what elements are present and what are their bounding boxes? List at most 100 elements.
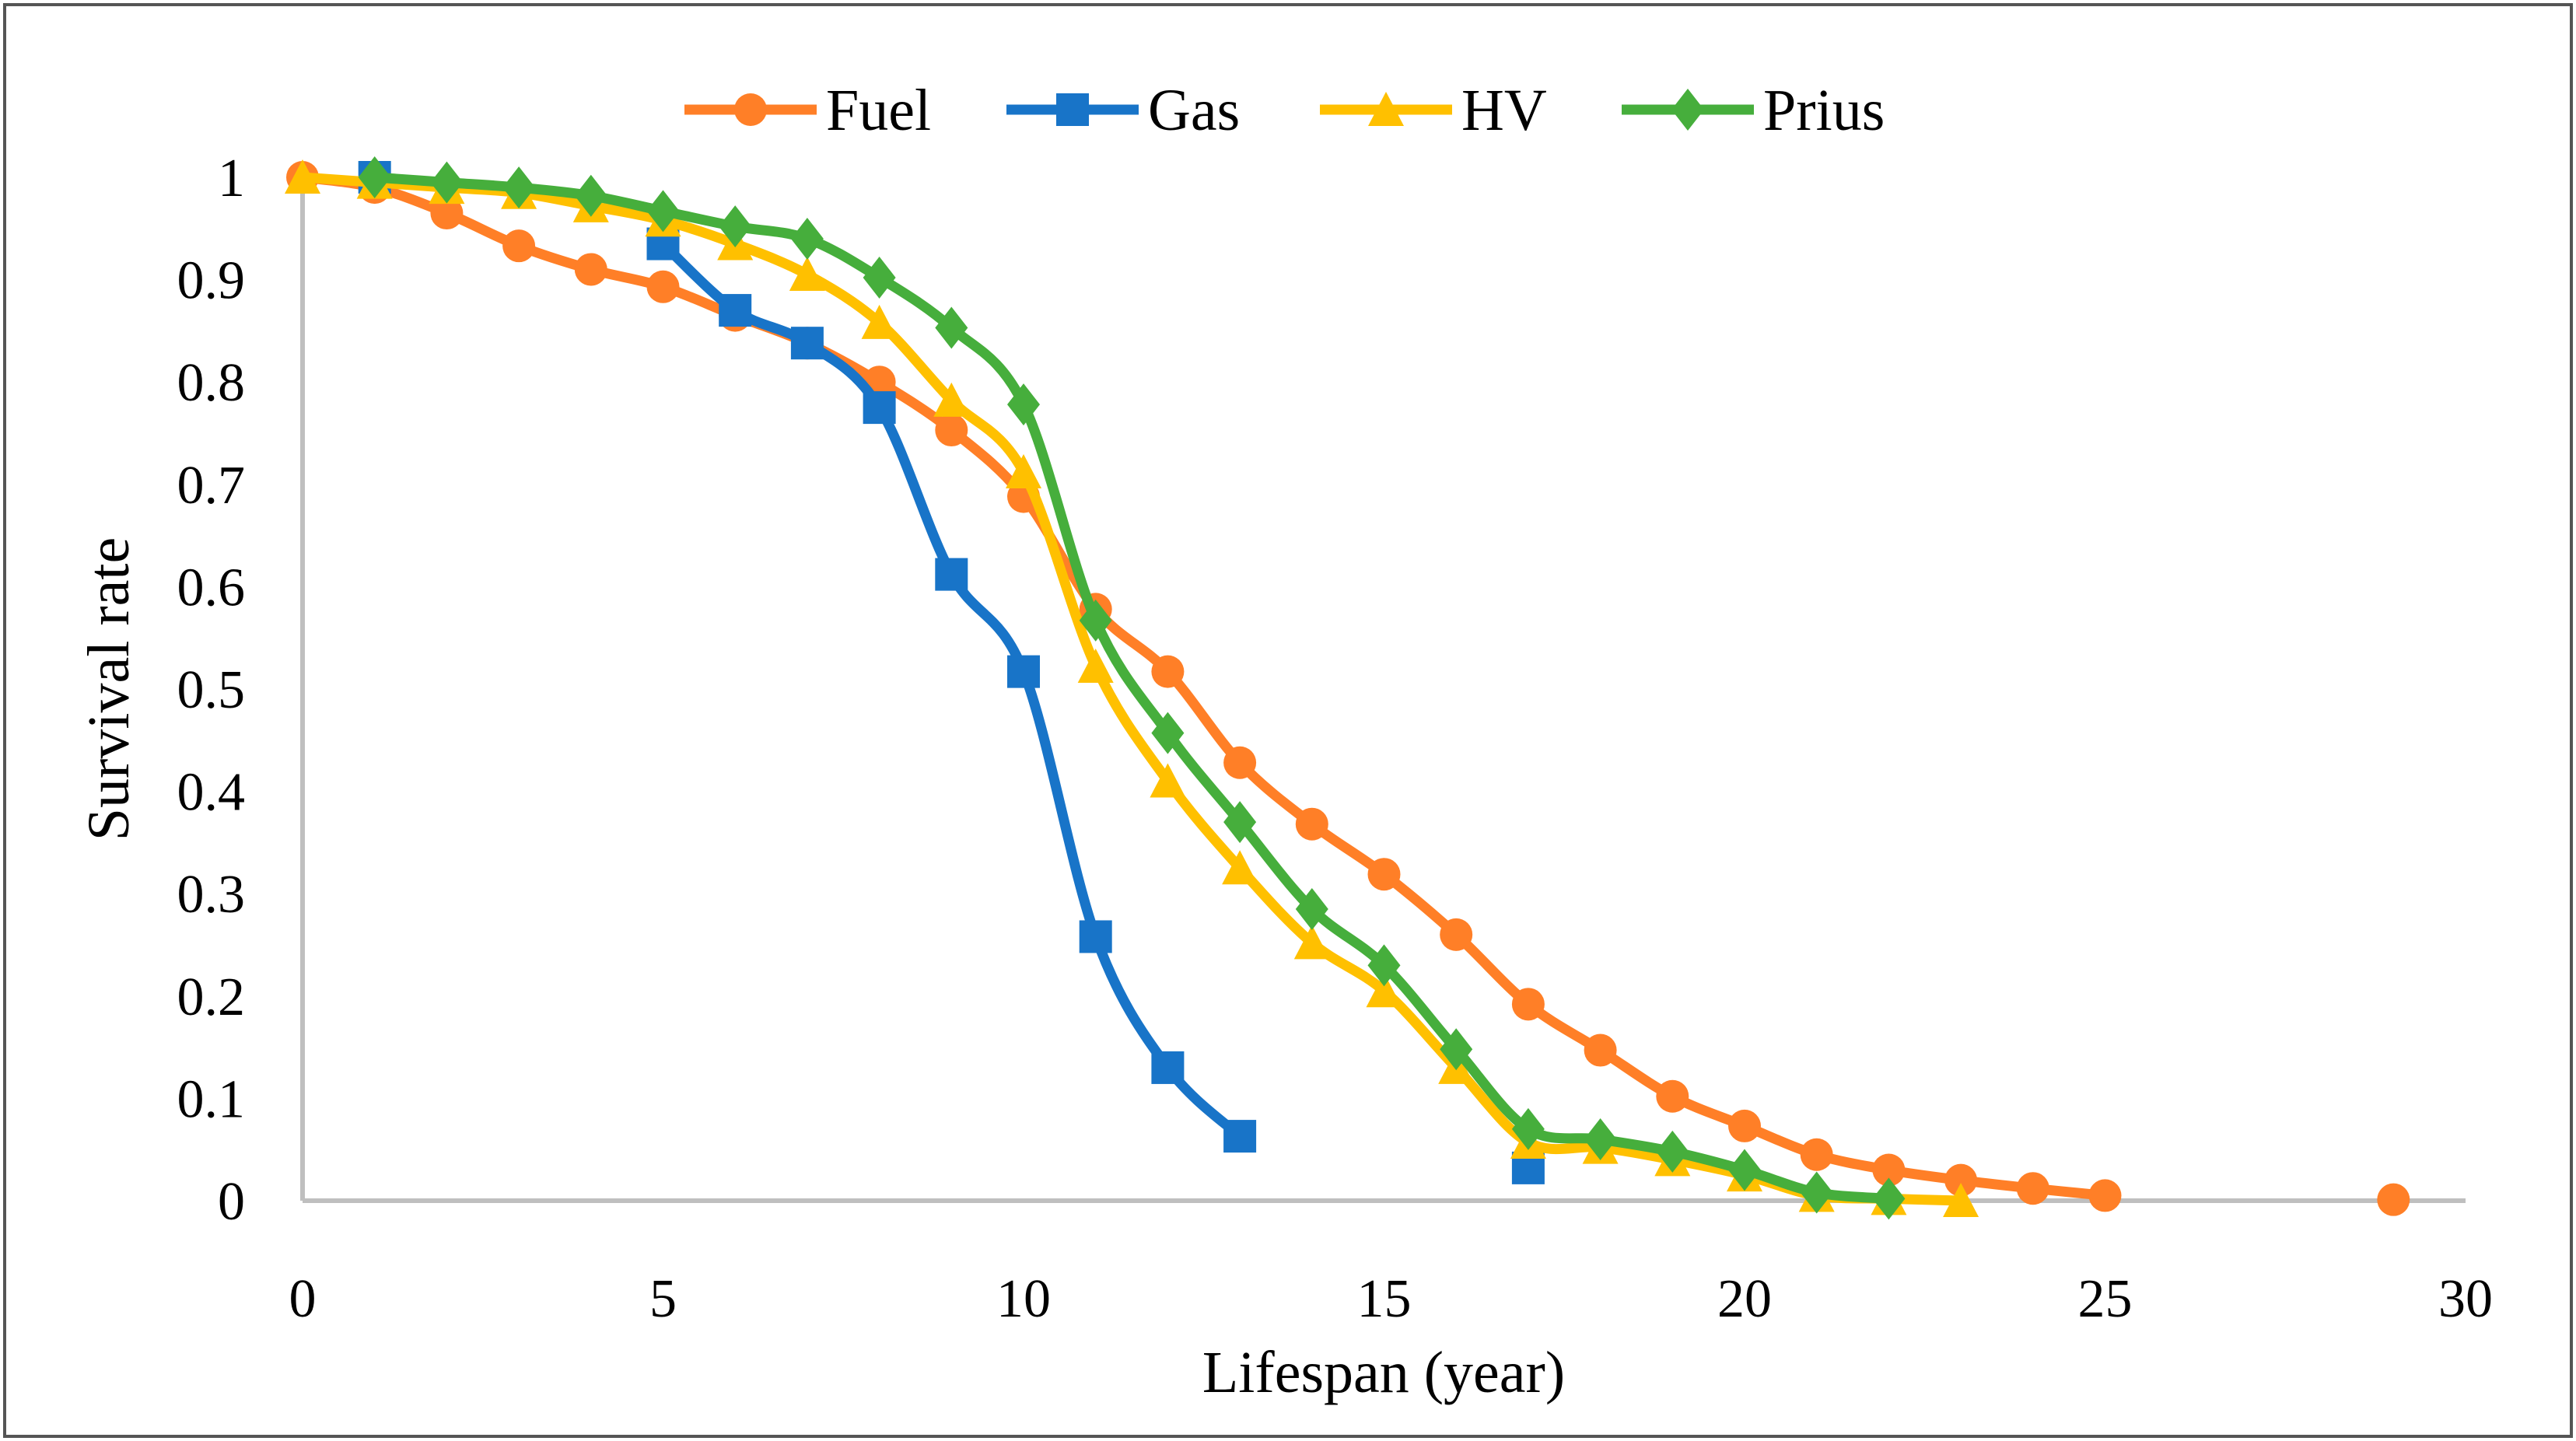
gas-point-marker [1007,655,1040,688]
prius-point-marker [1079,599,1112,642]
prius-point-marker [863,256,896,299]
prius-point-marker [1151,712,1185,754]
prius-point-marker [358,156,391,198]
gas-point-marker [1151,1051,1185,1084]
prius-point-marker [1367,944,1401,987]
fuel-point-marker [1367,858,1401,891]
legend-diamond-icon [1671,89,1704,131]
prius-point-marker [1584,1118,1617,1161]
gas-point-marker [1079,920,1112,953]
fuel-point-marker [1440,918,1473,951]
hv-point-marker [789,257,825,292]
x-tick-label: 25 [2078,1269,2133,1329]
y-tick-label: 0 [218,1172,245,1232]
legend-label: Fuel [826,78,931,143]
legend-item-gas: Gas [1006,78,1240,143]
fuel-point-marker [1872,1153,1906,1187]
gas-line [658,239,1245,1142]
legend-item-prius: Prius [1622,78,1885,143]
hv-point-marker [1077,649,1114,684]
hv-point-marker [1293,925,1330,960]
legend-label: HV [1461,78,1547,143]
series-group [285,156,2410,1220]
fuel-point-marker [1151,655,1185,688]
fuel-point-marker [1295,807,1328,841]
axes: 0 5 10 15 20 25 30 0 0.1 0.2 0.3 0.4 0.5 0.6 0.7 0.8 0.9… [177,149,2494,1329]
legend-triangle-icon [1368,92,1404,126]
gas-point-marker [790,327,824,360]
y-tick-label: 0.5 [177,660,246,720]
prius-point-marker [1511,1107,1545,1150]
prius-point-marker [1295,887,1328,930]
hv-line [297,172,1966,1206]
series-prius [358,156,1906,1220]
fuel-point-marker [646,270,680,303]
hv-point-marker [933,382,970,417]
prius-point-marker [1440,1028,1473,1071]
legend-item-fuel: Fuel [684,78,931,143]
prius-point-marker [935,306,968,349]
fuel-point-marker [502,229,536,263]
y-tick-label: 0.9 [177,251,246,311]
prius-point-marker [1223,801,1257,844]
x-tick-label: 15 [1357,1269,1412,1329]
fuel-point-marker [1800,1138,1833,1171]
fuel-point-marker [1728,1109,1761,1142]
y-tick-label: 0.4 [177,763,246,823]
legend: Fuel Gas HV Prius [684,78,1885,143]
fuel-line [297,172,2110,1201]
prius-point-marker [1656,1130,1689,1173]
y-tick-label: 0.3 [177,865,246,925]
fuel-point-marker [1944,1163,1978,1197]
hv-point-marker [1366,973,1402,1008]
hv-point-marker [1943,1183,1979,1217]
prius-point-marker [574,174,607,217]
legend-item-hv: HV [1320,78,1547,143]
prius-point-marker [1728,1149,1761,1191]
fuel-point-marker [430,197,464,230]
y-tick-label: 0.1 [177,1069,246,1129]
prius-point-marker [1872,1177,1906,1220]
y-tick-label: 0.6 [177,558,246,617]
fuel-point-marker [935,414,968,447]
fuel-point-marker [2016,1172,2049,1205]
prius-point-marker [646,190,680,233]
prius-point-marker [430,161,464,204]
prius-point-marker [502,166,536,209]
y-tick-label: 0.7 [177,456,246,516]
x-axis-title: Lifespan (year) [1202,1340,1565,1405]
prius-point-marker [790,217,824,260]
series-gas [358,161,1545,1184]
fuel-point-marker [2377,1183,2410,1216]
x-tick-label: 5 [649,1269,677,1329]
gas-point-marker [719,294,752,327]
x-tick-label: 20 [1717,1269,1772,1329]
legend-square-icon [1056,93,1089,126]
fuel-point-marker [1223,746,1257,779]
fuel-point-marker [1511,988,1545,1021]
y-tick-label: 0.2 [177,967,246,1027]
hv-point-marker [1222,850,1258,885]
fuel-point-marker [2088,1179,2122,1212]
x-tick-label: 10 [996,1269,1051,1329]
legend-label: Gas [1148,78,1240,143]
y-tick-label: 1 [218,149,245,208]
chart-border [3,3,2573,1438]
x-tick-label: 30 [2438,1269,2493,1329]
prius-point-marker [719,205,752,248]
hv-point-marker [1150,763,1186,798]
fuel-point-marker [1656,1079,1689,1113]
gas-point-marker [1223,1120,1257,1153]
y-axis-title: Survival rate [76,537,142,841]
gas-point-marker [935,558,968,591]
x-tick-label: 0 [289,1269,317,1329]
gas-point-marker [863,391,896,425]
hv-point-marker [285,159,320,194]
legend-circle-icon [734,93,767,126]
prius-point-marker [1800,1171,1833,1214]
legend-label: Prius [1763,78,1885,143]
fuel-point-marker [1584,1034,1617,1067]
fuel-point-marker [574,253,607,286]
hv-point-marker [861,304,898,339]
